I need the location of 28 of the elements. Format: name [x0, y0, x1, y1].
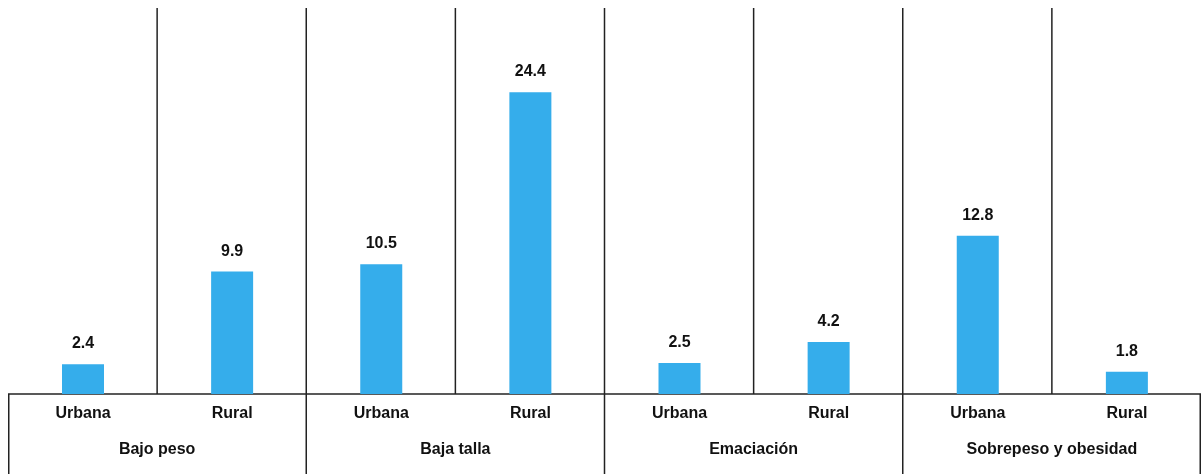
x-tick-label: Sobrepeso y obesidad — [966, 440, 1138, 457]
bar — [211, 271, 254, 394]
text: Urbana — [353, 404, 409, 421]
bar — [658, 363, 701, 394]
series-label: Urbana — [651, 404, 708, 421]
data-label: 2.4 — [71, 334, 95, 352]
data-label: 10.5 — [365, 234, 397, 252]
bar — [360, 264, 403, 394]
bar — [956, 235, 999, 394]
data-label: 12.8 — [962, 205, 994, 223]
data-label: 1.8 — [1115, 341, 1139, 359]
x-tick-label: Bajo peso — [118, 440, 196, 457]
data-label: 24.4 — [514, 62, 547, 80]
series-label: Rural — [211, 404, 253, 421]
bar — [1105, 371, 1148, 394]
text: Rural — [1106, 404, 1148, 421]
bar — [509, 92, 552, 394]
bar — [807, 342, 850, 394]
data-label: 9.9 — [221, 241, 244, 259]
data-label: 2.5 — [668, 333, 691, 351]
text: Urbana — [55, 404, 111, 421]
text: Rural — [808, 404, 850, 421]
x-tick-label: Baja talla — [420, 440, 491, 457]
x-tick-label: Emaciación — [709, 440, 799, 457]
data-label: 4.2 — [817, 312, 840, 330]
bar — [62, 364, 104, 394]
text: Urbana — [950, 404, 1006, 421]
text: Rural — [509, 404, 551, 421]
